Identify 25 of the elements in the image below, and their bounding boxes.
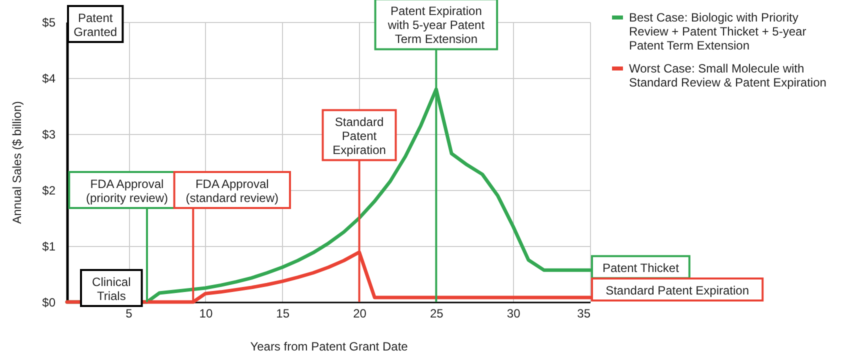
x-axis-title: Years from Patent Grant Date	[250, 340, 408, 354]
y-tick-label: $3	[42, 128, 56, 142]
x-tick-label: 30	[506, 306, 521, 320]
y-tick-label: $2	[42, 184, 56, 198]
y-tick-label: $0	[42, 296, 56, 310]
ref-line-label: FDA Approval (standard review)	[186, 177, 278, 205]
annotation: Standard Patent Expiration	[606, 284, 750, 298]
y-axis-title: Annual Sales ($ billion)	[10, 101, 24, 224]
y-tick-label: $4	[42, 72, 56, 86]
x-tick-label: 15	[276, 306, 290, 320]
ref-line-label: FDA Approval (priority review)	[86, 177, 168, 205]
ref-line-label: Patent Expiration with 5-year Patent Term Extension	[386, 4, 486, 46]
x-tick-label: 20	[353, 306, 367, 320]
x-tick-label: 10	[199, 306, 213, 320]
x-tick-label: 5	[126, 306, 133, 320]
annotation: Clinical Trials	[92, 275, 131, 303]
legend-label: Worst Case: Small Molecule with Standard Review & Patent Expiration	[629, 62, 826, 90]
ref-line-label: Standard Patent Expiration	[332, 115, 386, 158]
annotation: Patent Thicket	[602, 261, 680, 276]
y-tick-label: $5	[42, 16, 56, 30]
annotation: Patent Granted	[74, 11, 118, 39]
legend-label: Best Case: Biologic with Priority Review + Patent Thicket + 5-year Patent Term Extension	[629, 10, 806, 52]
x-tick-label: 35	[577, 306, 591, 320]
x-tick-label: 25	[430, 306, 444, 320]
y-tick-label: $1	[42, 240, 56, 254]
